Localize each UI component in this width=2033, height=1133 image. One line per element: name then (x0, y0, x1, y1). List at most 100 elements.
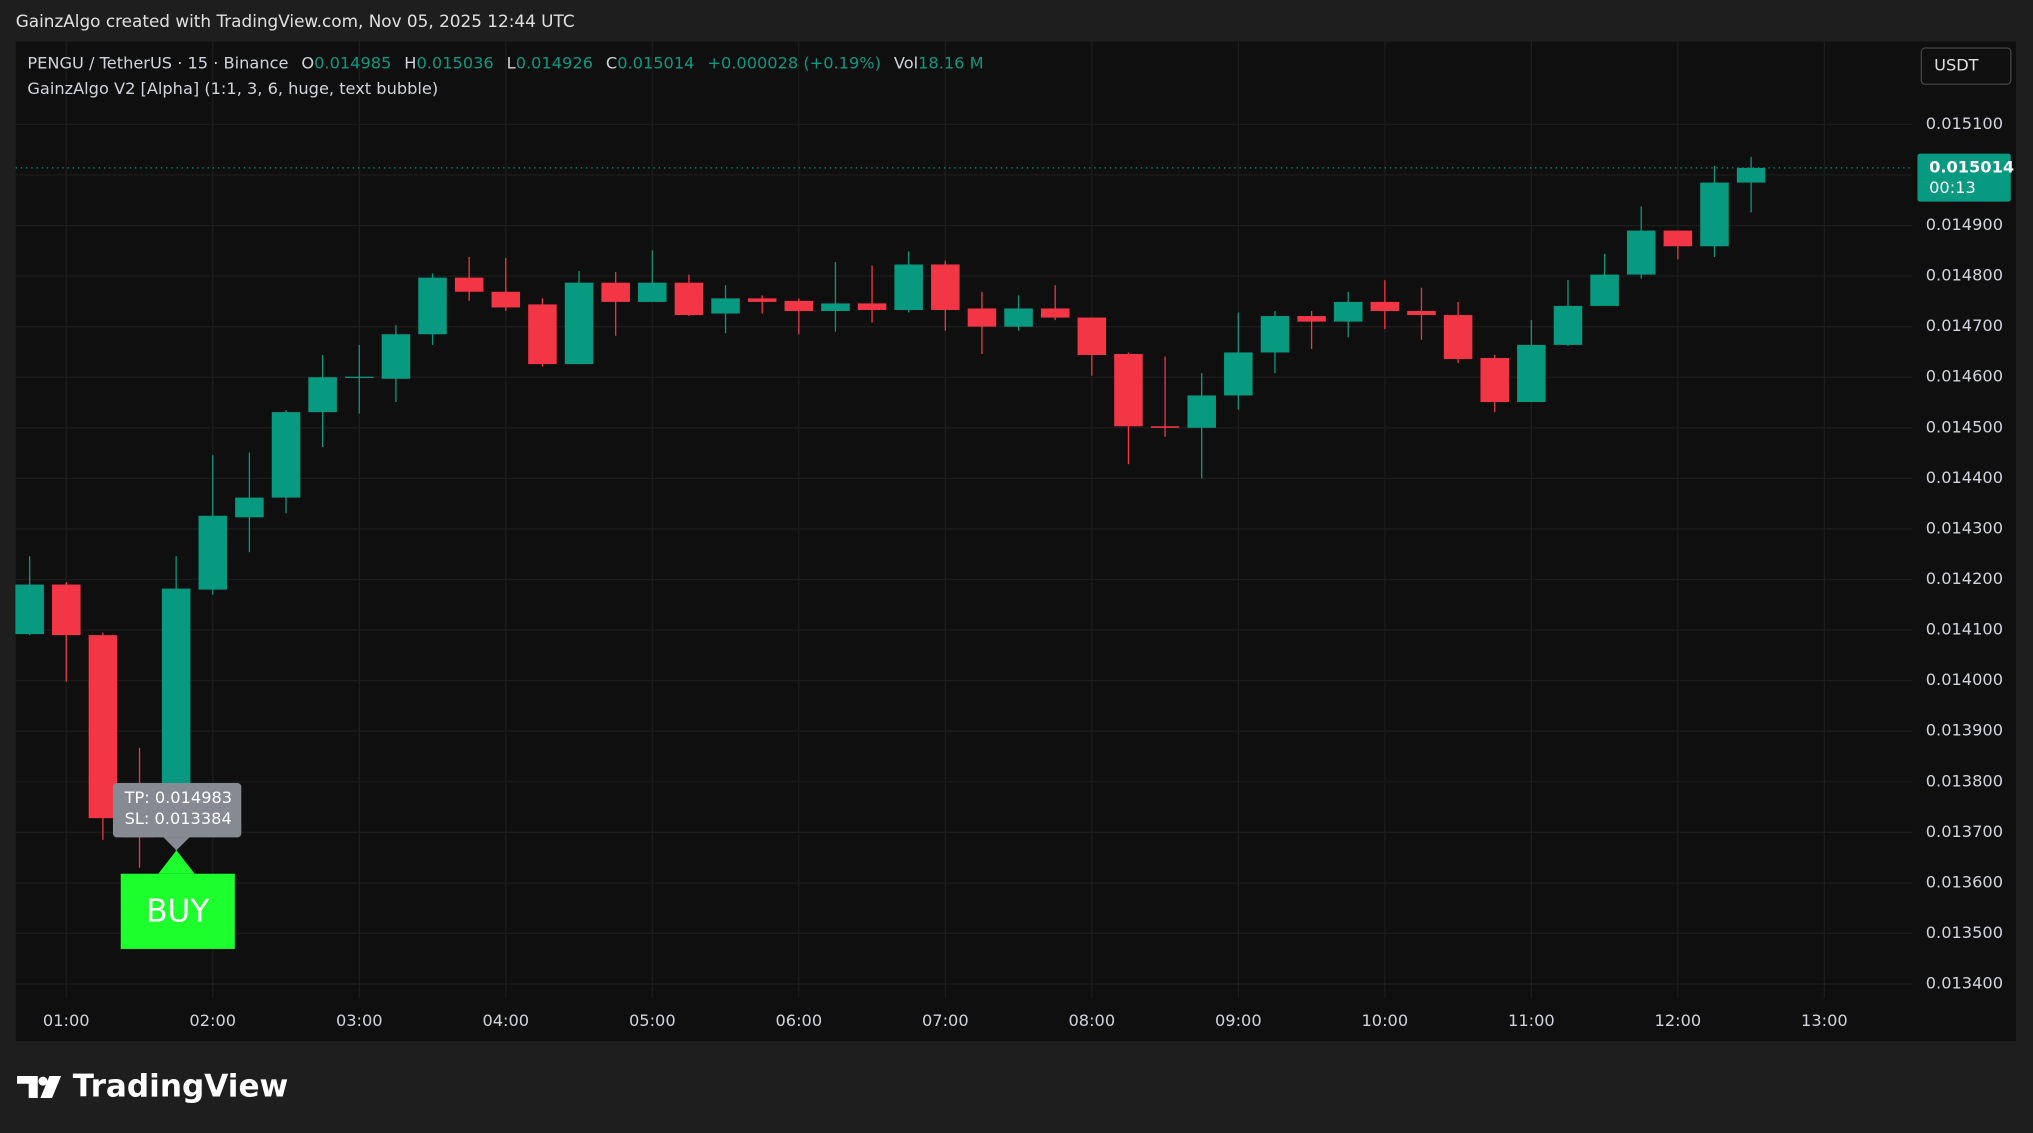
y-tick-label: 0.013900 (1926, 721, 2003, 740)
candle-body (784, 300, 814, 311)
brand-logo-dot (38, 1076, 48, 1086)
y-tick-label: 0.014400 (1926, 468, 2003, 487)
candle-body (564, 282, 594, 365)
signal-box (120, 873, 235, 949)
legend-label: C (606, 53, 617, 72)
currency[interactable]: USDT (1934, 56, 1979, 75)
candle-body (491, 291, 521, 308)
grid (15, 41, 1913, 999)
candle-body (1700, 182, 1729, 247)
candle-body (1333, 301, 1363, 322)
candle-body (601, 282, 630, 302)
y-tick-label: 0.013500 (1926, 923, 2003, 942)
y-tick-label: 0.014200 (1926, 569, 2003, 588)
candle-body (198, 515, 228, 590)
candle-body (857, 303, 887, 310)
y-tick-label: 0.014000 (1926, 670, 2003, 689)
candle-body (1590, 274, 1619, 306)
sl-text: SL: 0.013384 (125, 809, 232, 828)
candle-body (1004, 308, 1033, 327)
candles (15, 156, 1913, 868)
y-tick-label: 0.013600 (1926, 872, 2003, 891)
candle-body (1480, 358, 1509, 403)
candle-body (88, 635, 118, 819)
indicator: GainzAlgo V2 [Alpha] (1:1, 3, 6, huge, t… (27, 79, 438, 98)
candle-body (1553, 305, 1583, 345)
candle-body (1517, 344, 1546, 403)
x-tick-label: 02:00 (189, 1011, 236, 1030)
bubble-pointer (163, 837, 190, 851)
candle-body (235, 497, 264, 518)
x-tick-label: 04:00 (482, 1011, 529, 1030)
candle-body (15, 584, 44, 635)
x-tick-label: 10:00 (1362, 1011, 1409, 1030)
y-tick-label: 0.014300 (1926, 518, 2003, 537)
candle-body (1443, 315, 1473, 360)
x-tick-label: 06:00 (775, 1011, 822, 1030)
y-tick-label: 0.014900 (1926, 215, 2003, 234)
legend-value: 18.16 M (918, 53, 983, 72)
x-tick-label: 05:00 (629, 1011, 676, 1030)
legend-value: 0.014926 (516, 53, 593, 72)
y-tick-label: 0.013700 (1926, 822, 2003, 841)
candle-body (1370, 301, 1400, 311)
candle-body (967, 308, 997, 327)
candle-body (271, 412, 301, 498)
legend-label: H (404, 53, 416, 72)
legend-value: 0.015036 (416, 53, 493, 72)
candle-body (381, 334, 411, 379)
currency-button[interactable] (1920, 47, 2012, 85)
legend-label: Vol (894, 53, 918, 72)
candle-body (1626, 230, 1656, 275)
x-tick-label: 03:00 (336, 1011, 383, 1030)
candle-body (528, 304, 557, 365)
legend-value: 0.015014 (617, 53, 694, 72)
x-tick-label: 12:00 (1655, 1011, 1702, 1030)
legend-change: +0.000028 (+0.19%) (707, 53, 881, 72)
y-tick-label: 0.014700 (1926, 316, 2003, 335)
candle-body (345, 376, 374, 379)
candle-body (711, 298, 740, 314)
bubble (112, 782, 242, 838)
y-tick-label: 0.014500 (1926, 417, 2003, 436)
candle-body (894, 264, 923, 310)
chart-panel (15, 41, 2016, 1041)
header: GainzAlgo created with TradingView.com, … (16, 11, 575, 31)
candle-body (674, 282, 704, 316)
candle-body (931, 264, 960, 310)
x-tick-label: 09:00 (1215, 1011, 1262, 1030)
countdown: 00:13 (1929, 178, 1976, 197)
candle-body (1663, 230, 1693, 247)
legend-label: L (507, 53, 516, 72)
candle-body (1297, 316, 1326, 322)
y-tick-label: 0.013800 (1926, 771, 2003, 790)
candle-body (1224, 352, 1253, 396)
y-tick-label: 0.013400 (1926, 974, 2003, 993)
last-price-label: 0.015014 (1929, 157, 2014, 176)
candle-body (1260, 316, 1290, 353)
y-tick-label: 0.014100 (1926, 620, 2003, 639)
signal-pointer (158, 850, 195, 874)
x-tick-label: 01:00 (43, 1011, 90, 1030)
legend-value: 0.014985 (314, 53, 391, 72)
y-tick-label: 0.014800 (1926, 266, 2003, 285)
candle-body (1407, 310, 1436, 316)
candle-body (52, 584, 81, 636)
candle-body (418, 277, 447, 335)
candle-body (747, 298, 777, 302)
x-tick-label: 08:00 (1068, 1011, 1115, 1030)
x-tick-label: 11:00 (1508, 1011, 1555, 1030)
candle-body (1187, 395, 1216, 428)
symbol: PENGU / TetherUS · 15 · Binance (27, 53, 288, 72)
candle-body (821, 303, 850, 311)
candle-body (1040, 308, 1070, 318)
signal-label: BUY (146, 894, 210, 930)
candle-body (1150, 426, 1180, 428)
y-tick-label: 0.015100 (1926, 114, 2003, 133)
tp-text: TP: 0.014983 (124, 788, 233, 807)
last-price-box (1917, 153, 2011, 202)
candle-body (1736, 167, 1766, 183)
candle-body (308, 377, 337, 413)
